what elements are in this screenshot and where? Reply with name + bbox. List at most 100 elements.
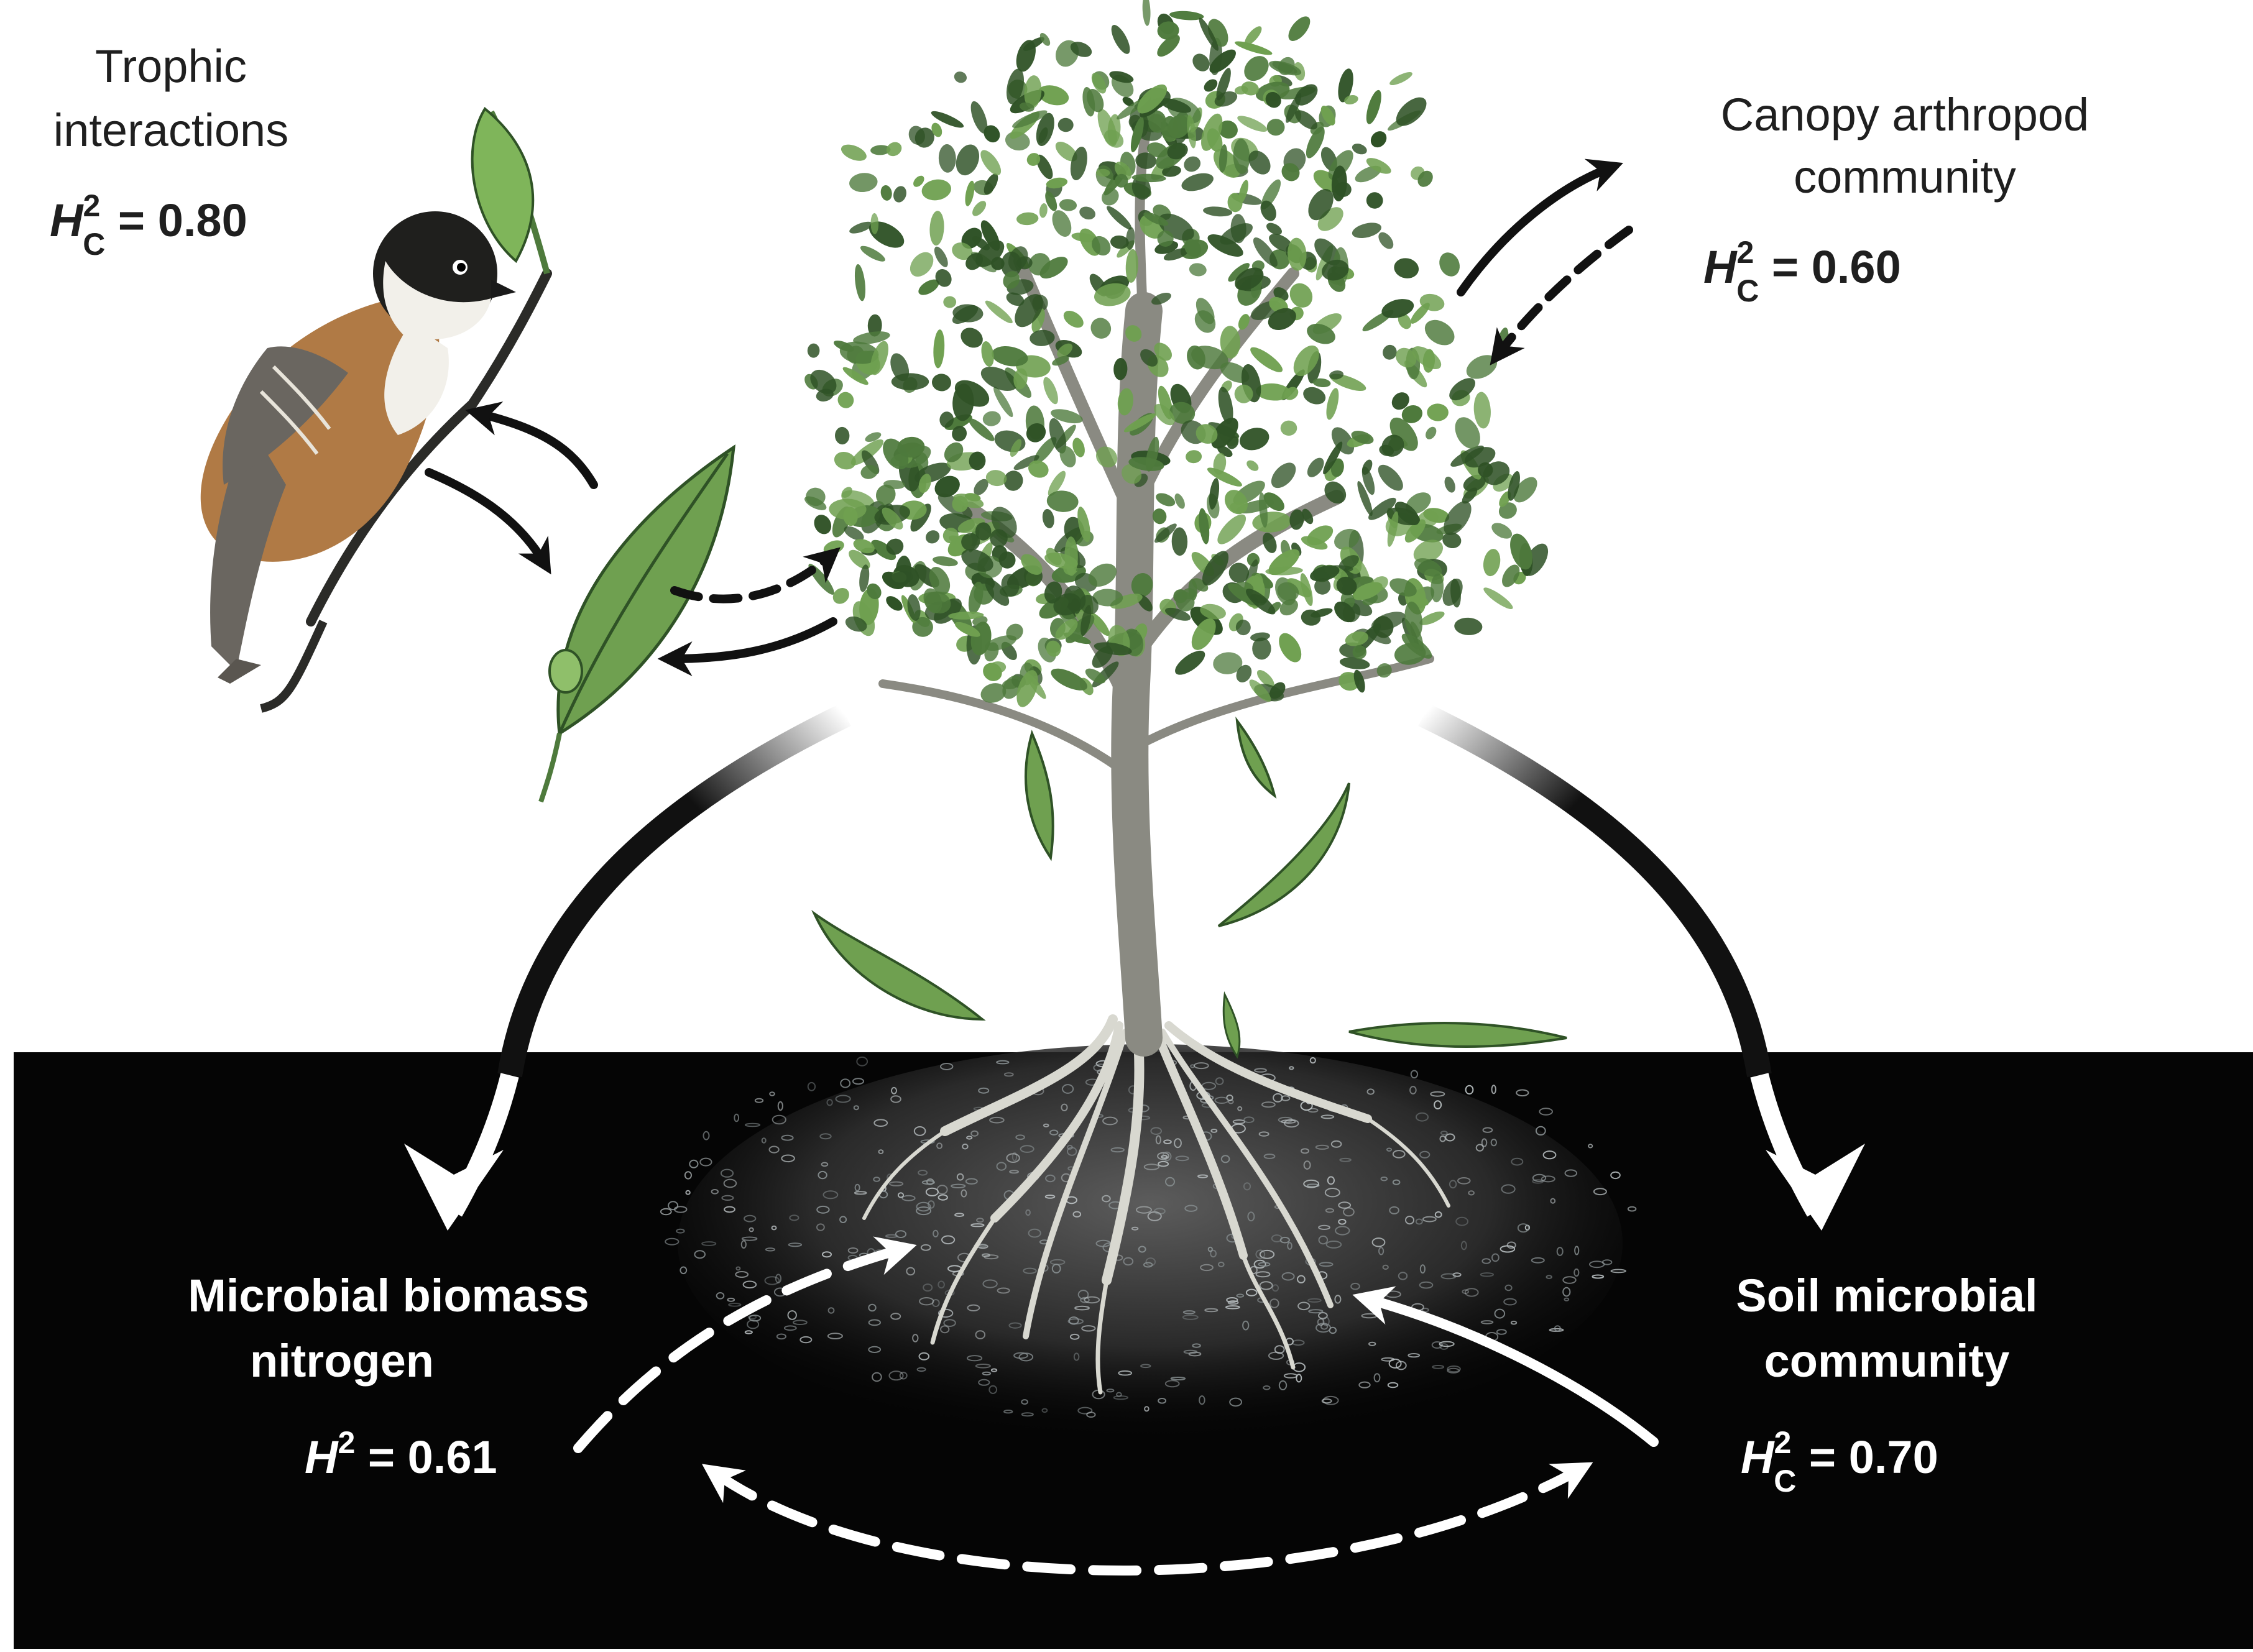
canopy-leaf	[1033, 437, 1057, 464]
canopy-leaf	[1152, 508, 1167, 525]
soil-particle	[1049, 1259, 1066, 1265]
soil-particles-zone	[678, 1044, 1623, 1442]
canopy-leaf	[1026, 423, 1046, 443]
canopy-leaf	[1196, 298, 1215, 324]
canopy-leaf	[1244, 56, 1269, 81]
canopy-leaf	[837, 392, 854, 408]
canopy-leaf	[1326, 388, 1339, 420]
canopy-leaf	[1130, 117, 1144, 152]
soil-particle	[1329, 1326, 1337, 1334]
canopy-leaf	[1096, 168, 1110, 177]
canopy-leaf	[934, 246, 948, 267]
canopy-leaf	[1248, 150, 1271, 175]
soil-particle	[771, 1225, 777, 1231]
canopy-leaf	[1424, 319, 1455, 346]
soil-particle	[1236, 1293, 1245, 1298]
canopy-leaf	[841, 144, 867, 161]
soil-particle	[1009, 1170, 1020, 1174]
soil-particle	[840, 1078, 851, 1088]
soil-particle	[1434, 1100, 1442, 1109]
canopy-leaf	[1110, 235, 1129, 249]
soil-particle	[1392, 1179, 1401, 1185]
canopy-leaf	[1454, 617, 1483, 635]
soil-particle	[1243, 1182, 1251, 1191]
canopy-leaf	[1307, 323, 1335, 344]
canopy-leaf	[964, 493, 981, 502]
canopy-leaf	[1102, 188, 1119, 206]
canopy-leaf	[1238, 314, 1250, 330]
canopy-leaf	[1320, 106, 1335, 126]
canopy-leaf	[1331, 165, 1347, 201]
soil-particle	[1197, 1174, 1209, 1178]
canopy-leaf	[1191, 618, 1216, 650]
trophic-h-sup: 2	[83, 188, 100, 223]
soil-particle	[1511, 1157, 1524, 1166]
canopy-leaf	[1250, 347, 1283, 372]
canopy-leaf	[1064, 536, 1078, 576]
canopy-leaf	[886, 538, 904, 555]
canopy-title-line2: community	[1794, 151, 2016, 203]
soil-interaction-arrows	[573, 1236, 1659, 1576]
soil-h-sup: 2	[1774, 1425, 1791, 1460]
canopy-leaf	[931, 111, 964, 128]
soil-particle	[799, 1336, 813, 1344]
canopy-leaf	[1338, 68, 1353, 103]
soil-particle	[938, 1308, 954, 1318]
canopy-leaf	[1131, 173, 1166, 183]
soil-particle	[1062, 1084, 1074, 1094]
canopy-leaf	[948, 612, 984, 620]
canopy-leaf	[969, 451, 986, 470]
canopy-leaf	[1368, 497, 1396, 520]
soil-particle	[821, 1162, 829, 1167]
canopy-leaf	[1277, 582, 1299, 602]
soil-particle	[989, 1116, 1005, 1124]
soil-particle	[1338, 1219, 1347, 1225]
soil-particle	[936, 1185, 948, 1195]
soil-particle	[775, 1273, 782, 1283]
canopy-leaf	[1187, 114, 1196, 149]
soil-particle	[749, 1227, 754, 1232]
canopy-leaf	[1398, 313, 1412, 329]
soil-particle	[721, 1195, 734, 1201]
soil-particle	[966, 1136, 973, 1140]
canopy-leaf	[1001, 574, 1020, 597]
canopy-leaf	[1366, 192, 1383, 209]
soil-particle	[1227, 1300, 1239, 1305]
canopy-leaf	[934, 475, 960, 498]
soil-particle	[1182, 1315, 1199, 1320]
biomass-h-value: = 0.61	[355, 1431, 497, 1483]
soil-particle	[776, 1333, 787, 1340]
soil-particle	[1389, 1206, 1399, 1214]
canopy-leaf	[1466, 355, 1498, 379]
canopy-leaf	[1293, 345, 1319, 377]
biomass-title-line1: Microbial biomass	[188, 1270, 589, 1321]
canopy-leaf	[849, 173, 878, 193]
canopy-leaf	[1122, 96, 1134, 107]
soil-particle	[1170, 1377, 1186, 1380]
soil-particle	[781, 1154, 795, 1163]
canopy-leaf	[1095, 446, 1118, 468]
soil-particle	[1245, 1288, 1258, 1296]
soil-particle	[1593, 1188, 1607, 1196]
soil-particle	[1258, 1262, 1271, 1267]
soil-particle	[1287, 1242, 1292, 1250]
soil-particle	[1539, 1108, 1553, 1116]
soil-particle	[1386, 1147, 1392, 1152]
soil-particle	[890, 1095, 901, 1103]
soil-particle	[764, 1276, 780, 1285]
soil-particle	[1084, 1296, 1100, 1304]
soil-particle	[1475, 1144, 1484, 1152]
canopy-leaf	[834, 426, 850, 445]
soil-particle	[703, 1131, 710, 1140]
soil-particle	[933, 1229, 939, 1237]
soil-particle	[1542, 1150, 1557, 1160]
canopy-leaf	[1394, 258, 1419, 278]
soil-particle	[1415, 1218, 1423, 1225]
soil-particle	[943, 1319, 956, 1328]
label-canopy-arthropod: Canopy arthropod community H2 C = 0.60	[1703, 89, 2089, 308]
galled-leaf-illustration	[538, 444, 736, 803]
soil-particle	[716, 1292, 725, 1300]
soil-particle	[769, 1091, 775, 1096]
soil-particle	[1455, 1216, 1469, 1226]
